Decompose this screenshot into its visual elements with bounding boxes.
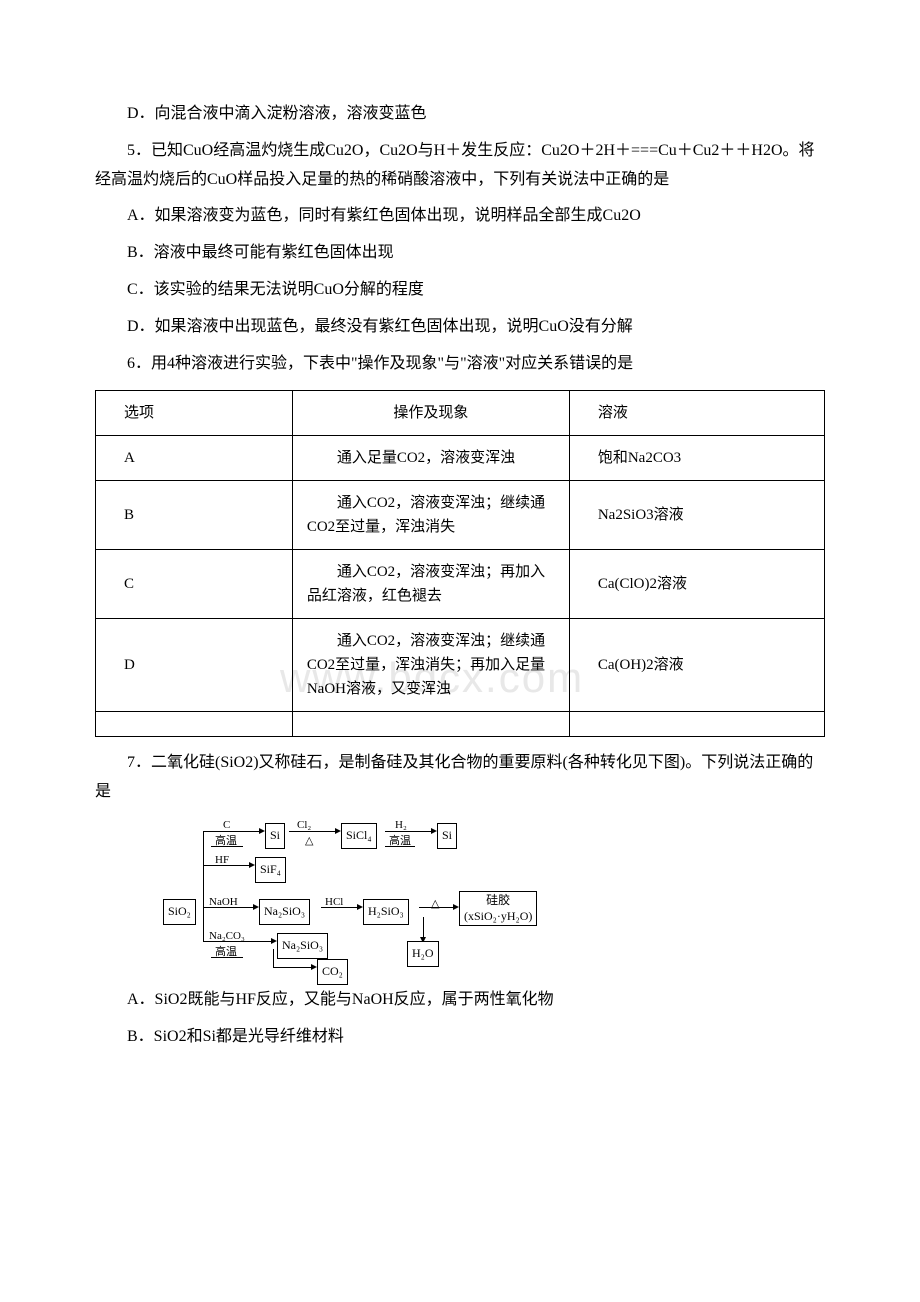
cell-option: B — [96, 481, 293, 550]
arrow — [273, 967, 313, 968]
q5-option-a: A．如果溶液变为蓝色，同时有紫红色固体出现，说明样品全部生成Cu2O — [95, 202, 825, 231]
header-operation: 操作及现象 — [292, 391, 569, 436]
node-guijiao: 硅胶 (xSiO₂·yH₂O) — [459, 891, 537, 926]
q5-option-d: D．如果溶液中出现蓝色，最终没有紫红色固体出现，说明CuO没有分解 — [95, 313, 825, 342]
node-h2sio3: H₂SiO₃ — [363, 899, 409, 925]
node-sicl4: SiCl₄ — [341, 823, 377, 849]
table-row: C 通入CO2，溶液变浑浊；再加入品红溶液，红色褪去 Ca(ClO)2溶液 — [96, 550, 825, 619]
reaction-diagram: SiO₂ C 高温 Si Cl₂ △ SiCl₄ H₂ 高温 Si HF SiF… — [163, 819, 583, 974]
underline — [293, 831, 319, 832]
table-row: A 通入足量CO2，溶液变浑浊 饱和Na2CO3 — [96, 436, 825, 481]
q6-table: 选项 操作及现象 溶液 A 通入足量CO2，溶液变浑浊 饱和Na2CO3 B 通… — [95, 390, 825, 737]
arrow — [423, 917, 424, 939]
q5-option-c: C．该实验的结果无法说明CuO分解的程度 — [95, 276, 825, 305]
cell-operation: 通入CO2，溶液变浑浊；继续通CO2至过量，浑浊消失；再加入足量NaOH溶液，又… — [292, 619, 569, 712]
table-header-row: 选项 操作及现象 溶液 — [96, 391, 825, 436]
label-delta2: △ — [431, 895, 439, 915]
guijiao-formula: (xSiO₂·yH₂O) — [464, 909, 532, 923]
node-sio2: SiO₂ — [163, 899, 196, 925]
q6-stem: 6．用4种溶液进行实验，下表中"操作及现象"与"溶液"对应关系错误的是 — [95, 350, 825, 379]
cell-operation: 通入CO2，溶液变浑浊；再加入品红溶液，红色褪去 — [292, 550, 569, 619]
node-si: Si — [265, 823, 285, 849]
q5-option-b: B．溶液中最终可能有紫红色固体出现 — [95, 239, 825, 268]
underline — [213, 831, 239, 832]
q7-option-a: A．SiO2既能与HF反应，又能与NaOH反应，属于两性氧化物 — [95, 986, 825, 1015]
arrow — [273, 949, 274, 967]
underline — [323, 907, 351, 908]
table-row-empty — [96, 712, 825, 737]
cell-solution: Ca(OH)2溶液 — [569, 619, 824, 712]
node-si2: Si — [437, 823, 457, 849]
table-row: D 通入CO2，溶液变浑浊；继续通CO2至过量，浑浊消失；再加入足量NaOH溶液… — [96, 619, 825, 712]
label-gaowen: 高温 — [389, 832, 411, 852]
underline — [389, 831, 411, 832]
cell-option: D — [96, 619, 293, 712]
header-solution: 溶液 — [569, 391, 824, 436]
guijiao-label: 硅胶 — [486, 893, 510, 907]
q7-stem: 7．二氧化硅(SiO2)又称硅石，是制备硅及其化合物的重要原料(各种转化见下图)… — [95, 749, 825, 807]
node-na2sio3: Na₂SiO₃ — [259, 899, 310, 925]
q7-option-b: B．SiO2和Si都是光导纤维材料 — [95, 1023, 825, 1052]
underline — [211, 957, 243, 958]
cell-operation: 通入CO2，溶液变浑浊；继续通CO2至过量，浑浊消失 — [292, 481, 569, 550]
label-delta: △ — [305, 832, 313, 852]
q5-stem: 5．已知CuO经高温灼烧生成Cu2O，Cu2O与H＋发生反应：Cu2O＋2H＋=… — [95, 137, 825, 195]
cell-empty — [292, 712, 569, 737]
q4-option-d: D．向混合液中滴入淀粉溶液，溶液变蓝色 — [95, 100, 825, 129]
label-naoh: NaOH — [209, 893, 238, 913]
cell-option: C — [96, 550, 293, 619]
table-row: B 通入CO2，溶液变浑浊；继续通CO2至过量，浑浊消失 Na2SiO3溶液 — [96, 481, 825, 550]
underline — [207, 907, 247, 908]
node-na2sio3-2: Na₂SiO₃ — [277, 933, 328, 959]
label-hcl: HCl — [325, 893, 343, 913]
cell-solution: Ca(ClO)2溶液 — [569, 550, 824, 619]
cell-operation: 通入足量CO2，溶液变浑浊 — [292, 436, 569, 481]
cell-option: A — [96, 436, 293, 481]
underline — [207, 941, 255, 942]
underline — [211, 846, 243, 847]
label-gaowen2: 高温 — [215, 943, 237, 963]
header-option: 选项 — [96, 391, 293, 436]
label-gaowen: 高温 — [215, 832, 237, 852]
cell-solution: 饱和Na2CO3 — [569, 436, 824, 481]
label-hf: HF — [215, 851, 229, 871]
node-co2: CO₂ — [317, 959, 348, 985]
cell-solution: Na2SiO3溶液 — [569, 481, 824, 550]
arrow — [203, 907, 204, 941]
cell-empty — [96, 712, 293, 737]
node-sif4: SiF₄ — [255, 857, 286, 883]
underline — [211, 865, 237, 866]
underline — [385, 846, 415, 847]
node-h2o: H₂O — [407, 941, 439, 967]
cell-empty — [569, 712, 824, 737]
arrow — [203, 831, 204, 907]
